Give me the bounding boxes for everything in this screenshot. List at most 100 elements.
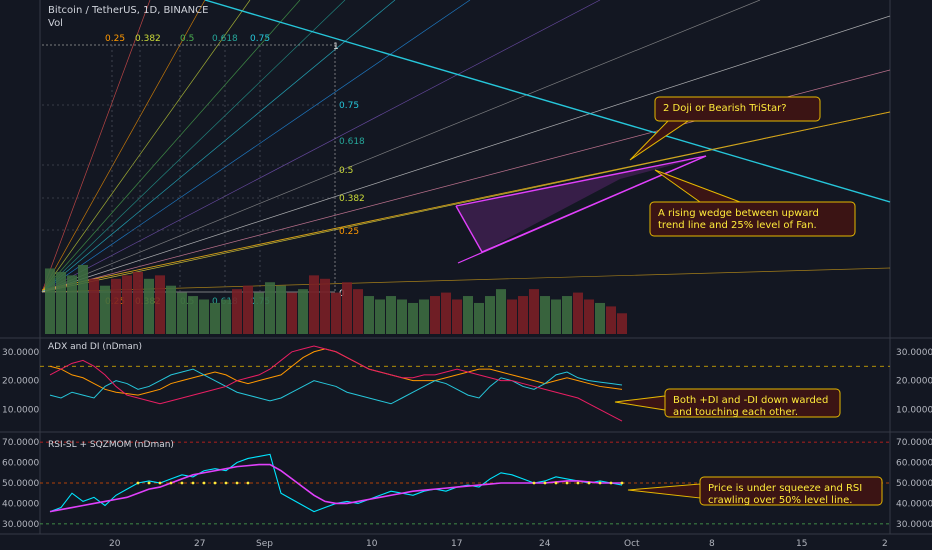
volume-bar xyxy=(551,299,561,334)
volume-bar xyxy=(67,275,77,334)
fib-fan-line xyxy=(41,0,761,293)
squeeze-dot xyxy=(180,481,184,485)
fib-fan-line xyxy=(41,267,891,293)
chart-title: Bitcoin / TetherUS, 1D, BINANCE xyxy=(48,5,209,16)
volume-bar xyxy=(573,292,583,334)
rsi-tick-left: 50.0000 xyxy=(2,479,39,489)
wedge-fill xyxy=(456,156,706,252)
squeeze-dot xyxy=(532,481,536,485)
adx-panel-title: ADX and DI (nDman) xyxy=(48,342,142,352)
volume-bar xyxy=(518,296,528,334)
fib-fan-line xyxy=(41,15,891,293)
fib-label-top: 0.618 xyxy=(212,34,238,44)
rsi-tick-right: 50.0000 xyxy=(896,479,932,489)
squeeze-dot xyxy=(224,481,228,485)
volume-bar xyxy=(364,296,374,334)
x-axis-tick: 24 xyxy=(539,539,551,549)
squeeze-dot xyxy=(191,481,195,485)
rsi-tick-right: 40.0000 xyxy=(896,499,932,509)
volume-bar xyxy=(584,299,594,334)
volume-bar xyxy=(100,285,110,334)
volume-bar xyxy=(78,265,88,334)
fib-label-top: 0.5 xyxy=(180,34,194,44)
volume-bar xyxy=(144,278,154,334)
fib-fan-line xyxy=(41,0,396,293)
fib-label-top: 0.382 xyxy=(135,34,161,44)
rsi-tick-left: 60.0000 xyxy=(2,459,39,469)
squeeze-dot xyxy=(609,481,613,485)
fib-fan-line xyxy=(41,0,251,293)
squeeze-dot xyxy=(620,481,624,485)
callout-box xyxy=(654,96,821,122)
adx-tick-right: 20.0000 xyxy=(896,377,932,387)
volume-bar xyxy=(89,278,99,334)
fib-label-top: 0.75 xyxy=(250,34,270,44)
volume-bar xyxy=(496,289,506,334)
volume-bar xyxy=(540,296,550,334)
squeeze-dot xyxy=(202,481,206,485)
fib-fan-line xyxy=(41,0,301,293)
volume-bar xyxy=(419,299,429,334)
x-axis-tick: 20 xyxy=(109,539,121,549)
volume-bar xyxy=(474,302,484,334)
volume-bar xyxy=(155,275,165,334)
volume-bar xyxy=(353,289,363,334)
volume-bar xyxy=(221,299,231,334)
volume-label: Vol xyxy=(48,18,63,29)
rsi-tick-left: 30.0000 xyxy=(2,520,39,530)
volume-bar xyxy=(188,296,198,334)
x-axis-tick: 10 xyxy=(366,539,378,549)
volume-bar xyxy=(529,289,539,334)
wedge-top-line xyxy=(455,155,707,207)
fib-label-right: 0.75 xyxy=(339,101,359,111)
squeeze-dot xyxy=(587,481,591,485)
squeeze-dot xyxy=(543,481,547,485)
volume-bar xyxy=(133,271,143,334)
adx-series-line xyxy=(49,368,623,405)
adx-series-line xyxy=(49,345,623,422)
fib-label-right: 0.25 xyxy=(339,227,359,237)
volume-bar xyxy=(452,299,462,334)
volume-bar xyxy=(342,282,352,334)
rsi-tick-right: 70.0000 xyxy=(896,438,932,448)
fib-label-top: 0.25 xyxy=(105,34,125,44)
x-axis-tick: 2 xyxy=(882,539,888,549)
volume-bar xyxy=(595,302,605,334)
callout-box xyxy=(699,476,883,506)
volume-bar xyxy=(441,292,451,334)
fib-fan-line xyxy=(41,0,346,293)
volume-bar xyxy=(254,292,264,334)
callout-text: A rising wedge between upward xyxy=(658,208,819,219)
fib-fan-line xyxy=(41,0,206,293)
wedge-outline xyxy=(455,155,707,253)
rsi-tick-left: 40.0000 xyxy=(2,499,39,509)
volume-bar xyxy=(166,285,176,334)
squeeze-dot xyxy=(158,481,162,485)
volume-bar xyxy=(386,296,396,334)
callout-text: trend line and 25% level of Fan. xyxy=(658,220,817,231)
x-axis-tick: Oct xyxy=(624,539,640,549)
volume-bar xyxy=(177,292,187,334)
x-axis-tick: 27 xyxy=(194,539,205,549)
volume-bar xyxy=(232,289,242,334)
fib-label-right: 0.382 xyxy=(339,194,365,204)
volume-bar xyxy=(485,296,495,334)
descending-trend-line xyxy=(204,0,891,203)
squeeze-dot xyxy=(169,481,173,485)
rsi-tick-left: 70.0000 xyxy=(2,438,39,448)
volume-bar xyxy=(298,289,308,334)
squeeze-dot xyxy=(565,481,569,485)
squeeze-dot xyxy=(554,481,558,485)
squeeze-dot xyxy=(246,481,250,485)
fib-fan-line xyxy=(41,0,471,293)
fib-label-top: 1 xyxy=(333,42,339,52)
adx-tick-right: 30.0000 xyxy=(896,348,932,358)
fib-fan-line xyxy=(41,0,151,293)
adx-tick-right: 10.0000 xyxy=(896,406,932,416)
adx-tick-left: 20.0000 xyxy=(2,377,39,387)
volume-bar xyxy=(375,299,385,334)
upward-fan-line xyxy=(41,111,891,291)
volume-bar xyxy=(56,271,66,334)
squeeze-dot xyxy=(147,481,151,485)
